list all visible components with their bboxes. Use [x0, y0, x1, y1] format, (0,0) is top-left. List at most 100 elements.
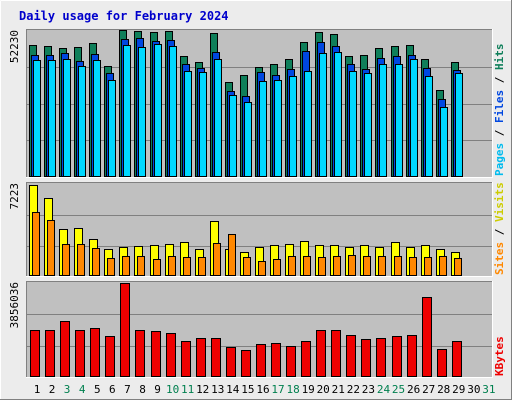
bar-kbytes-day-21: [331, 330, 341, 377]
x-tick-day-18: 18: [286, 383, 299, 396]
bar-kbytes-day-29: [452, 341, 462, 377]
bar-pages-day-25: [395, 64, 403, 177]
legend-part: /: [493, 123, 506, 143]
bar-pages-day-26: [410, 59, 418, 177]
bar-kbytes-day-14: [226, 347, 236, 377]
x-tick-day-14: 14: [226, 383, 240, 396]
x-tick-day-10: 10: [166, 383, 179, 396]
series-kbytes: [30, 283, 462, 377]
bar-kbytes-day-5: [90, 328, 100, 377]
legend-part: Sites: [493, 242, 506, 275]
y-max-label: 3856036: [8, 282, 21, 328]
legend-label: KBytes: [493, 336, 506, 376]
x-tick-day-29: 29: [452, 383, 465, 396]
bar-pages-day-10: [169, 46, 177, 177]
legend-part: Files: [493, 90, 506, 123]
bar-kbytes-day-16: [256, 344, 266, 377]
bar-sites-day-19: [303, 256, 311, 276]
panel-visits-sites: 7223 Sites / Visits: [8, 182, 506, 277]
bar-pages-day-14: [229, 95, 237, 177]
bar-sites-day-23: [363, 256, 371, 276]
x-tick-day-6: 6: [109, 383, 116, 396]
bar-pages-day-5: [93, 60, 101, 177]
x-tick-day-17: 17: [271, 383, 284, 396]
bar-sites-day-7: [122, 256, 130, 276]
bar-kbytes-day-3: [60, 321, 70, 377]
bar-sites-day-6: [107, 258, 115, 276]
bar-pages-day-8: [138, 47, 146, 177]
bar-kbytes-day-17: [271, 343, 281, 377]
chart-title: Daily usage for February 2024: [19, 9, 229, 23]
panel-kbytes: 3856036 KBytes: [8, 281, 506, 378]
bar-pages-day-22: [349, 71, 357, 177]
bar-kbytes-day-10: [166, 333, 176, 377]
x-tick-day-3: 3: [64, 383, 71, 396]
x-tick-day-2: 2: [49, 383, 56, 396]
legend-part: Pages: [493, 143, 506, 176]
bar-sites-day-17: [273, 259, 281, 276]
x-tick-day-1: 1: [34, 383, 41, 396]
bar-pages-day-9: [154, 44, 162, 177]
x-tick-day-23: 23: [362, 383, 375, 396]
bar-kbytes-day-22: [346, 335, 356, 377]
bar-pages-day-2: [48, 60, 56, 177]
bar-pages-day-7: [123, 45, 131, 177]
series-sites: [32, 212, 462, 276]
bar-kbytes-day-12: [196, 338, 206, 377]
bar-pages-day-23: [364, 73, 372, 177]
bar-sites-day-26: [409, 257, 417, 276]
bar-pages-day-29: [455, 73, 463, 177]
bar-pages-day-27: [425, 76, 433, 177]
bar-kbytes-day-2: [45, 330, 55, 377]
bar-sites-day-24: [378, 256, 386, 276]
bar-sites-day-5: [92, 248, 100, 276]
bar-pages-day-16: [259, 81, 267, 177]
bar-pages-day-20: [319, 53, 327, 177]
bar-sites-day-29: [454, 258, 462, 276]
bar-pages-day-21: [334, 52, 342, 177]
bar-pages-day-11: [184, 71, 192, 177]
x-tick-day-24: 24: [377, 383, 391, 396]
x-tick-day-20: 20: [317, 383, 330, 396]
bar-sites-day-2: [47, 220, 55, 276]
x-tick-day-13: 13: [211, 383, 224, 396]
bar-sites-day-21: [333, 256, 341, 276]
bar-kbytes-day-9: [151, 331, 161, 377]
x-tick-day-5: 5: [94, 383, 101, 396]
bar-pages-day-17: [274, 80, 282, 177]
bar-sites-day-16: [258, 261, 266, 276]
bar-pages-day-19: [304, 71, 312, 177]
x-tick-day-12: 12: [196, 383, 209, 396]
bar-sites-day-25: [394, 256, 402, 276]
x-tick-day-31: 31: [482, 383, 495, 396]
panel-hits-files-pages: 52230 Pages / Files / Hits: [8, 29, 506, 178]
bar-kbytes-day-8: [135, 330, 145, 377]
bar-pages-day-15: [244, 102, 252, 177]
x-axis-labels: 1 2 3 4 5 6 7 8 9 10 11 12 13 14 15 16 17 18 19 20 21 22 23 24 2…: [34, 383, 496, 396]
x-tick-day-28: 28: [437, 383, 450, 396]
x-tick-day-9: 9: [154, 383, 161, 396]
legend-part: KBytes: [493, 336, 506, 376]
x-tick-day-27: 27: [422, 383, 435, 396]
bar-kbytes-day-20: [316, 330, 326, 377]
x-tick-day-22: 22: [347, 383, 360, 396]
legend-label: Pages / Files / Hits: [493, 44, 506, 177]
bar-sites-day-11: [183, 257, 191, 276]
bar-kbytes-day-18: [286, 346, 296, 377]
bar-kbytes-day-26: [407, 335, 417, 377]
bar-kbytes-day-15: [241, 350, 251, 377]
x-tick-day-19: 19: [302, 383, 315, 396]
bar-sites-day-27: [424, 257, 432, 276]
legend-part: Hits: [493, 44, 506, 71]
x-tick-day-30: 30: [467, 383, 480, 396]
bar-sites-day-22: [348, 255, 356, 276]
x-tick-day-7: 7: [124, 383, 131, 396]
x-tick-day-25: 25: [392, 383, 405, 396]
legend-part: Visits: [493, 182, 506, 222]
bar-pages-day-3: [63, 59, 71, 177]
bar-sites-day-20: [318, 257, 326, 276]
bar-kbytes-day-27: [422, 297, 432, 377]
bar-pages-day-13: [214, 59, 222, 177]
bar-kbytes-day-25: [392, 336, 402, 377]
